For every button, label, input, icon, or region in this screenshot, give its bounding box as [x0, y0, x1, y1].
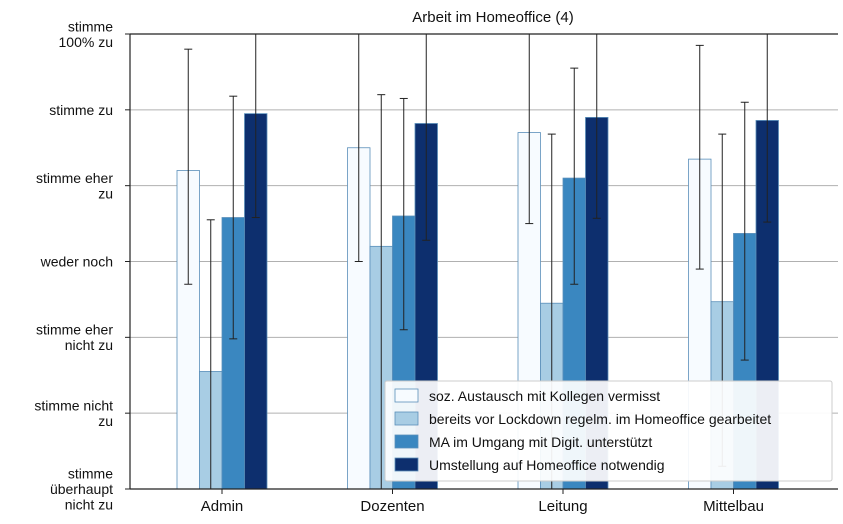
y-tick-label: stimme eher nicht zu	[36, 322, 113, 354]
x-tick-label: Leitung	[538, 498, 587, 515]
y-tick-label: stimme nicht zu	[34, 397, 113, 429]
y-tick-label-line: stimme nicht	[34, 397, 113, 413]
x-tick-label: Dozenten	[360, 498, 424, 515]
legend-label: bereits vor Lockdown regelm. im Homeoffi…	[429, 411, 771, 427]
legend-swatch	[394, 457, 419, 472]
axes	[125, 33, 838, 494]
legend-label: MA im Umgang mit Digit. unterstützt	[429, 434, 652, 450]
y-tick-label-line: überhaupt	[50, 481, 113, 497]
legend-label: soz. Austausch mit Kollegen vermisst	[429, 388, 660, 404]
legend-swatch	[394, 388, 419, 403]
y-tick-label-line: weder noch	[40, 254, 113, 270]
y-tick-label: weder noch	[40, 254, 113, 270]
x-tick-label: Mittelbau	[703, 498, 764, 515]
y-tick-label: stimme zu	[49, 102, 113, 118]
y-tick-label-line: stimme eher	[36, 322, 113, 338]
legend-label: Umstellung auf Homeoffice notwendig	[429, 457, 665, 473]
error-bars	[184, 33, 772, 489]
y-tick-label-line: nicht zu	[65, 497, 113, 513]
y-tick-label-line: stimme zu	[49, 102, 113, 118]
legend: soz. Austausch mit Kollegen vermisst bere…	[384, 380, 833, 482]
legend-swatch	[394, 434, 419, 449]
y-tick-label-line: zu	[98, 413, 113, 429]
y-tick-label-line: nicht zu	[65, 337, 113, 353]
chart-title: Arbeit im Homeoffice (4)	[412, 9, 573, 26]
y-tick-label-line: zu	[98, 185, 113, 201]
y-tick-label-line: 100% zu	[59, 34, 113, 50]
legend-box	[384, 380, 833, 482]
x-tick-label: Admin	[201, 498, 244, 515]
legend-swatch	[394, 411, 419, 426]
y-tick-label: stimme eher zu	[36, 170, 113, 202]
y-tick-label-line: stimme eher	[36, 170, 113, 186]
x-tick-labels: Admin Dozenten Leitung Mittelbau	[201, 498, 764, 515]
y-tick-label: stimme überhaupt nicht zu	[50, 466, 113, 513]
y-tick-label: stimme 100% zu	[59, 18, 114, 50]
y-tick-label-line: stimme	[68, 18, 113, 34]
y-tick-label-line: stimme	[68, 466, 113, 482]
